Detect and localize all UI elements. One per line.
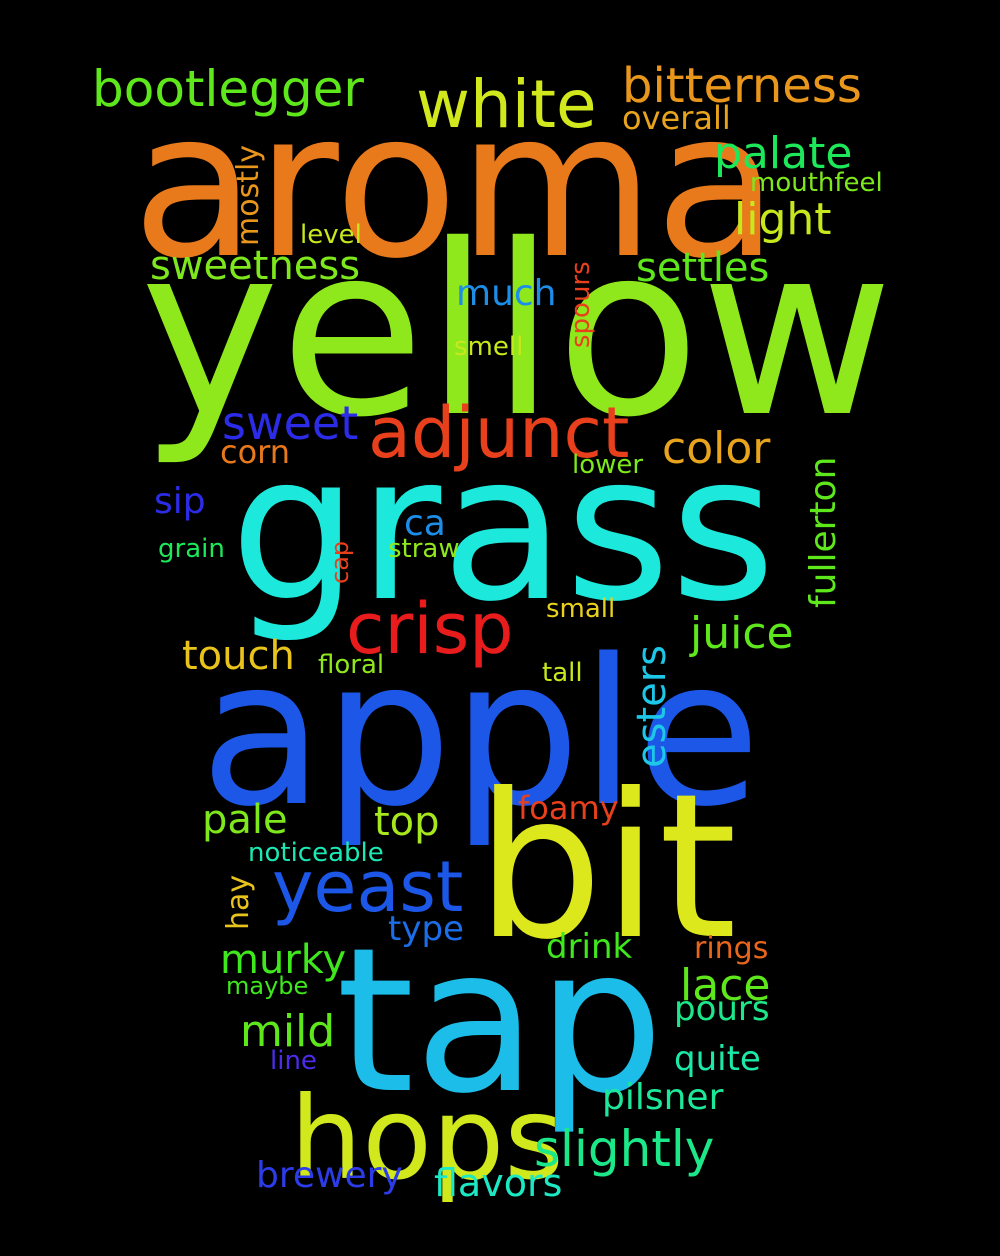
- word-crisp: crisp: [346, 588, 514, 670]
- word-color: color: [662, 423, 771, 474]
- word-ca: ca: [404, 503, 446, 544]
- word-pale: pale: [202, 797, 288, 843]
- word-esters: esters: [629, 644, 675, 768]
- word-straw: straw: [388, 534, 460, 564]
- word-rings: rings: [694, 931, 769, 966]
- word-settles: settles: [636, 245, 770, 291]
- word-sweetness: sweetness: [150, 243, 361, 289]
- word-line: line: [270, 1046, 317, 1076]
- word-overall: overall: [622, 99, 731, 137]
- word-bit: bit: [476, 751, 737, 984]
- word-light: light: [734, 194, 832, 245]
- word-adjunct: adjunct: [368, 392, 630, 474]
- word-apple: apple: [200, 615, 761, 851]
- word-mild: mild: [240, 1006, 336, 1057]
- word-much: much: [456, 273, 557, 314]
- word-tap: tap: [336, 905, 664, 1138]
- word-lace: lace: [680, 960, 771, 1011]
- word-mostly: mostly: [231, 144, 266, 246]
- word-foamy: foamy: [518, 789, 619, 827]
- word-tall: tall: [542, 658, 583, 688]
- word-hops: hops: [290, 1072, 564, 1205]
- word-aroma: aroma: [132, 67, 779, 303]
- word-corn: corn: [220, 433, 291, 471]
- word-quite: quite: [674, 1039, 761, 1079]
- word-floral: floral: [318, 650, 385, 680]
- word-juice: juice: [690, 608, 794, 659]
- word-top: top: [374, 799, 440, 845]
- word-palate: palate: [714, 128, 853, 179]
- word-drink: drink: [546, 927, 633, 967]
- word-noticeable: noticeable: [248, 838, 384, 868]
- word-slightly: slightly: [534, 1120, 715, 1178]
- word-hay: hay: [221, 874, 256, 930]
- word-yellow: yellow: [140, 194, 894, 469]
- word-mouthfeel: mouthfeel: [750, 168, 883, 198]
- word-bootlegger: bootlegger: [92, 60, 364, 118]
- word-maybe: maybe: [226, 972, 309, 1000]
- word-white: white: [416, 66, 597, 143]
- word-murky: murky: [220, 937, 347, 983]
- word-pours: pours: [674, 989, 770, 1029]
- word-cap: cap: [326, 540, 354, 584]
- word-spours: spours: [566, 261, 596, 348]
- word-yeast: yeast: [272, 846, 464, 928]
- word-brewery: brewery: [256, 1155, 403, 1196]
- word-touch: touch: [182, 633, 295, 679]
- word-small: small: [546, 594, 616, 624]
- word-fullerton: fullerton: [803, 456, 844, 608]
- word-smell: smell: [454, 332, 524, 362]
- word-lower: lower: [572, 450, 644, 480]
- word-flavors: flavors: [434, 1161, 563, 1205]
- word-sip: sip: [154, 481, 206, 522]
- word-sweet: sweet: [222, 396, 359, 450]
- word-grain: grain: [158, 534, 225, 564]
- word-level: level: [300, 220, 362, 250]
- word-type: type: [388, 909, 464, 949]
- word-pilsner: pilsner: [602, 1077, 724, 1118]
- word-bitterness: bitterness: [622, 58, 862, 114]
- word-grass: grass: [230, 410, 776, 646]
